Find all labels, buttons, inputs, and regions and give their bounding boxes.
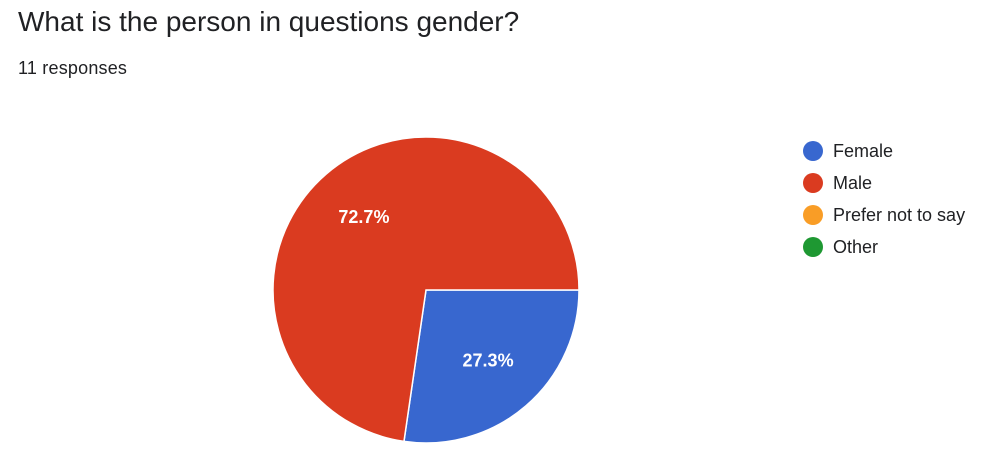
- pie-slice-male[interactable]: [272, 136, 580, 443]
- legend-item-prefer-not-to-say[interactable]: Prefer not to say: [803, 199, 965, 231]
- legend-swatch-prefer-not-to-say: [803, 205, 823, 225]
- legend-label-prefer-not-to-say: Prefer not to say: [833, 205, 966, 225]
- legend-swatch-male: [803, 173, 823, 193]
- legend-item-female[interactable]: Female: [803, 135, 965, 167]
- legend-label-female: Female: [833, 141, 894, 161]
- slice-label-female: 27.3%: [463, 350, 514, 370]
- legend-swatch-other: [803, 237, 823, 257]
- slice-label-male: 72.7%: [338, 207, 389, 227]
- pie-slice-female[interactable]: [403, 289, 580, 444]
- legend-label-other: Other: [833, 237, 879, 257]
- legend-swatch-female: [803, 141, 823, 161]
- legend-label-male: Male: [833, 173, 873, 193]
- legend: Female Male Prefer not to say Other: [803, 135, 965, 263]
- response-count: 11 responses: [18, 58, 128, 78]
- legend-item-other[interactable]: Other: [803, 231, 965, 263]
- pie-chart: 27.3% 72.7%: [272, 136, 580, 444]
- chart-title: What is the person in questions gender?: [18, 6, 520, 37]
- legend-item-male[interactable]: Male: [803, 167, 965, 199]
